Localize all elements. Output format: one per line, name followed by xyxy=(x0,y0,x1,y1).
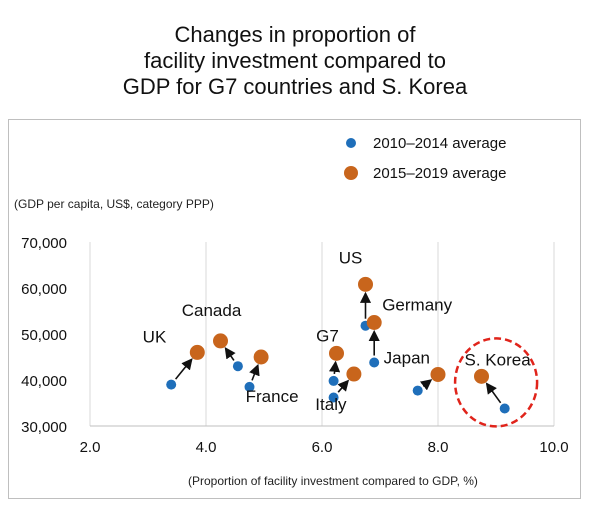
legend-marker-2010-2014 xyxy=(346,138,356,148)
highlight-circle xyxy=(453,337,539,428)
y-tick-label: 50,000 xyxy=(21,327,67,344)
point-2010-2014 xyxy=(369,357,380,368)
y-tick-label: 60,000 xyxy=(21,281,67,298)
legend: 2010–2014 average 2015–2019 average xyxy=(342,128,506,188)
change-arrow xyxy=(337,379,350,393)
country-label: UK xyxy=(143,327,167,346)
legend-label-2010-2014: 2010–2014 average xyxy=(373,134,507,152)
country-label: US xyxy=(339,248,363,267)
point-2010-2014 xyxy=(232,361,243,372)
country-label: S. Korea xyxy=(465,350,532,369)
country-label: Germany xyxy=(382,296,452,315)
chart-title-line-3: GDP for G7 countries and S. Korea xyxy=(122,74,468,99)
point-2010-2014 xyxy=(499,403,510,414)
country-label: France xyxy=(246,387,299,406)
x-tick-label: 10.0 xyxy=(539,439,568,456)
legend-item-2010-2014: 2010–2014 average xyxy=(342,128,506,158)
legend-item-2015-2019: 2015–2019 average xyxy=(342,158,506,188)
point-2015-2019 xyxy=(329,345,344,361)
point-2010-2014 xyxy=(166,379,177,390)
y-axis-label: (GDP per capita, US$, category PPP) xyxy=(14,197,214,211)
change-arrow xyxy=(485,382,502,404)
point-2015-2019 xyxy=(213,333,228,349)
point-2015-2019 xyxy=(358,276,373,292)
chart-panel xyxy=(8,119,581,499)
point-2010-2014 xyxy=(328,392,339,403)
point-2010-2014 xyxy=(328,375,339,386)
change-arrow xyxy=(328,360,341,375)
chart-title-line-1: Changes in proportion of xyxy=(174,22,416,47)
legend-label-2015-2019: 2015–2019 average xyxy=(373,164,507,182)
point-2015-2019 xyxy=(189,344,205,360)
chart-title-line-2: facility investment compared to xyxy=(143,48,447,73)
x-tick-label: 4.0 xyxy=(196,439,217,456)
point-2015-2019 xyxy=(366,315,382,330)
country-label: G7 xyxy=(316,326,339,345)
y-tick-label: 70,000 xyxy=(21,235,67,252)
y-tick-label: 30,000 xyxy=(21,419,67,436)
point-2015-2019 xyxy=(430,366,446,382)
x-tick-label: 2.0 xyxy=(80,439,101,456)
change-arrow xyxy=(249,363,260,381)
point-2015-2019 xyxy=(253,349,269,365)
point-2015-2019 xyxy=(474,368,489,384)
change-arrow xyxy=(224,346,236,361)
point-2015-2019 xyxy=(346,366,362,382)
country-label: Canada xyxy=(182,301,242,320)
x-axis-label: (Proportion of facility investment compa… xyxy=(188,474,478,488)
point-2010-2014 xyxy=(244,381,255,392)
x-tick-label: 6.0 xyxy=(312,439,333,456)
legend-marker-2015-2019 xyxy=(344,166,358,180)
country-label: Italy xyxy=(315,395,347,414)
country-label: Japan xyxy=(384,348,430,367)
x-tick-label: 8.0 xyxy=(428,439,449,456)
change-arrow xyxy=(419,379,433,391)
point-2010-2014 xyxy=(412,385,423,396)
chart-title: Changes in proportion of facility invest… xyxy=(0,22,590,100)
change-arrow xyxy=(174,358,193,380)
y-tick-label: 40,000 xyxy=(21,373,67,390)
